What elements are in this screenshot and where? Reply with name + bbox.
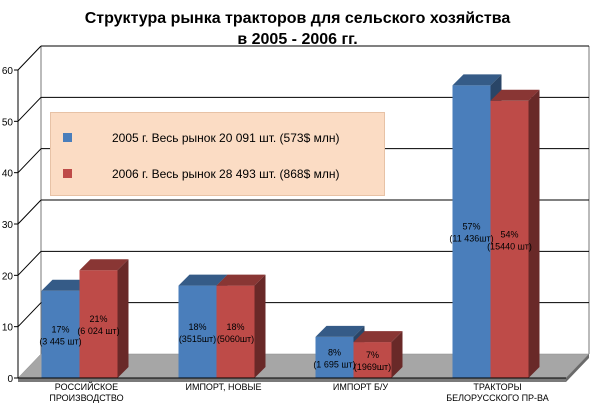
chart-floor [17,353,590,382]
bar-front [216,285,255,378]
y-tick-label-0: 0 [7,374,13,385]
legend: 2005 г. Весь рынок 20 091 шт. (573$ млн)… [50,112,385,196]
x-tick-label-1-0: ИМПОРТ, НОВЫЕ [185,382,261,392]
chart-title: Структура рынка тракторов для сельского … [0,8,595,50]
data-label-pct-2005-1: 18% [188,322,206,332]
x-tick-label-2-0: ИМПОРТ Б/У [333,382,388,392]
data-label-count-2005-1: (3515шт) [179,334,216,344]
bar-front [41,290,80,378]
bar-top [79,259,129,271]
x-tick-label-3-1: БЕЛОРУССКОГО ПР-ВА [446,393,549,403]
chart-floor-side [566,354,589,382]
bar-side [117,259,129,378]
bar-side [254,274,266,378]
x-tick-label-3-0: ТРАКТОРЫ [473,382,521,392]
data-label-count-2005-2: (1 695 шт) [313,359,355,369]
bar-top [353,331,403,343]
data-label-pct-2005-2: 8% [328,347,341,357]
data-label-pct-2006-3: 54% [500,229,518,239]
legend-label-2006: 2006 г. Весь рынок 28 493 шт. (868$ млн) [112,167,340,181]
gridline-side [17,148,42,174]
data-label-count-2005-0: (3 445 шт) [39,336,81,346]
y-tick-label-50: 50 [2,117,14,128]
legend-swatch-2006 [63,169,72,179]
y-tick-label-20: 20 [2,271,14,282]
bar-front [315,336,354,378]
bar-top [216,274,266,286]
y-tick-label-60: 60 [2,66,14,77]
bar-2006-cat-2 [353,331,403,378]
bar-front [79,270,118,378]
gridline-side [17,45,42,71]
bar-side [528,89,540,379]
bar-top [41,279,91,291]
bar-front [452,85,491,379]
legend-item-2005: 2005 г. Весь рынок 20 091 шт. (573$ млн) [63,129,339,147]
legend-item-2006: 2006 г. Весь рынок 28 493 шт. (868$ млн) [63,165,339,183]
bar-front [353,342,392,378]
gridline-side [17,250,42,276]
labels-layer: 17% (3 445 шт) 21% (6 024 шт) 18% (3515шт) 18%… [39,222,532,372]
data-label-count-2006-2: (1969шт) [354,362,391,372]
chart-title-line-2: в 2005 - 2006 гг. [237,31,358,48]
bar-top [315,325,365,337]
bar-top [452,74,502,86]
data-label-count-2006-1: (5060шт) [217,334,254,344]
data-label-pct-2006-2: 7% [366,350,379,360]
y-tick-label-40: 40 [2,169,14,180]
data-label-count-2006-3: (15440 шт) [487,241,532,251]
bar-side [391,331,403,378]
y-tick-label-30: 30 [2,220,14,231]
data-label-pct-2006-1: 18% [226,322,244,332]
bar-2006-cat-3 [490,89,540,379]
bars-layer [41,74,540,379]
data-label-count-2005-3: (11 436шт) [449,234,493,244]
data-label-pct-2005-3: 57% [462,222,480,232]
bar-front [490,100,529,379]
chart-title-line-1: Структура рынка тракторов для сельского … [84,10,511,27]
y-tick-label-10: 10 [2,323,14,334]
legend-swatch-2005 [63,133,72,143]
x-tick-label-0-0: РОССИЙСКОЕ [55,381,118,392]
data-label-count-2006-0: (6 024 шт) [77,326,119,336]
data-label-pct-2006-0: 21% [89,314,107,324]
bar-top [178,274,228,286]
x-tick-label-0-1: ПРОИЗВОДСТВО [49,393,123,403]
chart-floor-edge [18,378,566,382]
bar-front [178,285,217,378]
gridline-side [17,302,42,328]
bar-2006-cat-1 [216,274,266,378]
gridline-side [17,199,42,225]
gridline-side [17,96,42,122]
bar-2006-cat-0 [79,259,129,378]
bar-top [490,89,540,101]
legend-label-2005: 2005 г. Весь рынок 20 091 шт. (573$ млн) [112,131,340,145]
data-label-pct-2005-0: 17% [51,324,69,334]
